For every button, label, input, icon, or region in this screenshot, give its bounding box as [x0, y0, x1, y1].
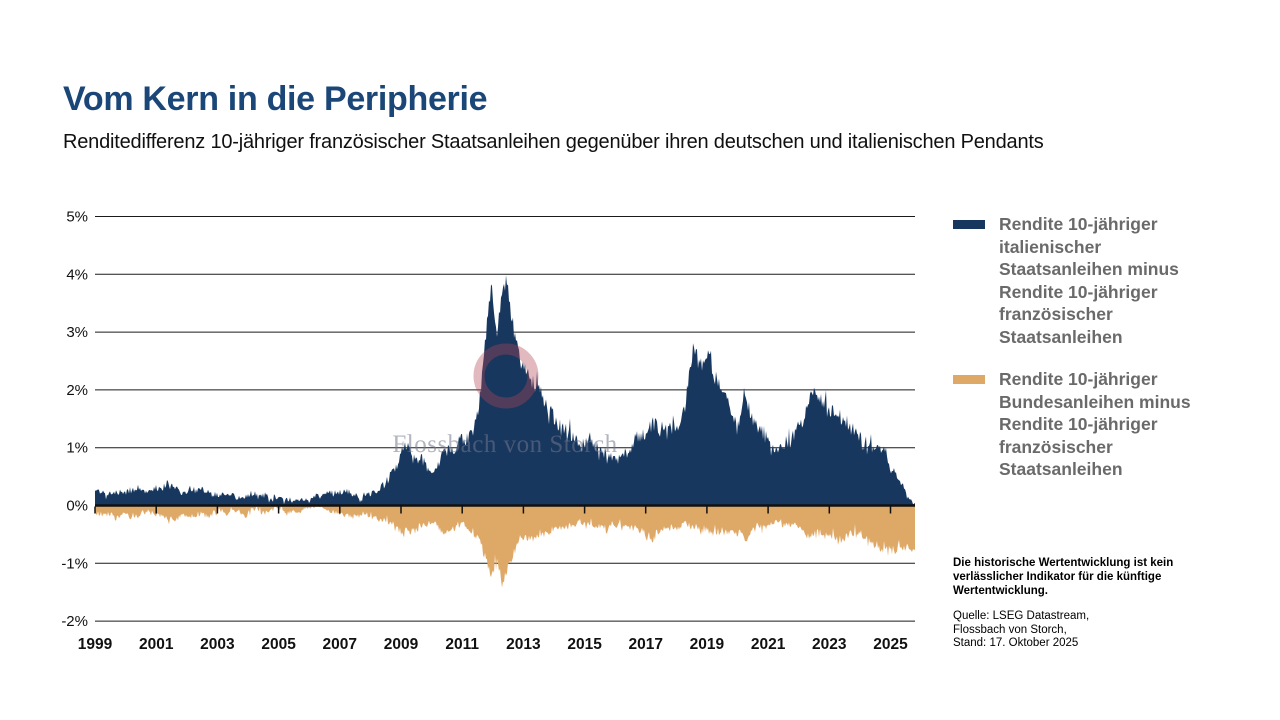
source-line: Flossbach von Storch,	[953, 623, 1067, 636]
source-line: Stand: 17. Oktober 2025	[953, 637, 1079, 649]
svg-text:-2%: -2%	[61, 613, 88, 630]
svg-text:4%: 4%	[66, 266, 88, 283]
legend-label: Rendite 10-jähriger Bundesanleihen minus…	[999, 369, 1191, 479]
watermark: Flossbach von Storch	[392, 343, 617, 458]
source-line: Quelle: LSEG Datastream,	[953, 610, 1090, 622]
legend-swatch	[953, 220, 985, 229]
svg-text:2013: 2013	[506, 636, 541, 653]
chart-subtitle: Renditedifferenz 10-jähriger französisch…	[63, 131, 1044, 153]
svg-text:-1%: -1%	[61, 555, 88, 572]
svg-text:2017: 2017	[628, 636, 662, 653]
svg-text:1%: 1%	[66, 440, 88, 457]
svg-text:0%: 0%	[66, 498, 88, 515]
page-title: Vom Kern in die Peripherie	[63, 80, 488, 118]
svg-text:2003: 2003	[200, 636, 235, 653]
svg-text:3%: 3%	[66, 324, 88, 341]
disclaimer-text: Die historische Wertentwicklung ist kein…	[953, 557, 1174, 597]
series-area-italy-france	[95, 275, 915, 506]
source-text: Quelle: LSEG Datastream, Flossbach von S…	[953, 610, 1185, 651]
series-area-germany-france	[95, 505, 915, 588]
svg-text:1999: 1999	[78, 636, 113, 653]
legend-item-germany-france: Rendite 10-jähriger Bundesanleihen minus…	[953, 368, 1218, 481]
x-axis-labels: 1999 2001 2003 2005 2007 2009 2011 2013 2015 2017…	[78, 636, 908, 653]
legend-item-italy-france: Rendite 10-jähriger italienischer Staats…	[953, 213, 1218, 348]
y-axis-labels: 5% 4% 3% 2% 1% 0% -1% -2%	[61, 209, 88, 631]
legend-label: Rendite 10-jähriger italienischer Staats…	[999, 214, 1179, 347]
svg-text:5%: 5%	[66, 209, 88, 226]
svg-text:2005: 2005	[261, 636, 296, 653]
watermark-text: Flossbach von Storch	[392, 431, 617, 458]
svg-text:2019: 2019	[690, 636, 725, 653]
spread-area-chart: Flossbach von Storch 5% 4% 3% 2% 1% 0% -1% -2% 19…	[61, 209, 915, 653]
chart-legend: Rendite 10-jähriger italienischer Staats…	[953, 213, 1218, 501]
svg-text:2001: 2001	[139, 636, 174, 653]
axis-ticks	[94, 506, 892, 514]
watermark-ring-icon	[473, 343, 539, 409]
svg-text:2023: 2023	[812, 636, 847, 653]
svg-text:2%: 2%	[66, 382, 88, 399]
svg-text:2007: 2007	[323, 636, 357, 653]
svg-text:2011: 2011	[445, 636, 479, 653]
svg-text:2021: 2021	[751, 636, 786, 653]
svg-text:2025: 2025	[873, 636, 908, 653]
svg-text:2015: 2015	[567, 636, 602, 653]
svg-text:2009: 2009	[384, 636, 419, 653]
legend-swatch	[953, 375, 985, 384]
